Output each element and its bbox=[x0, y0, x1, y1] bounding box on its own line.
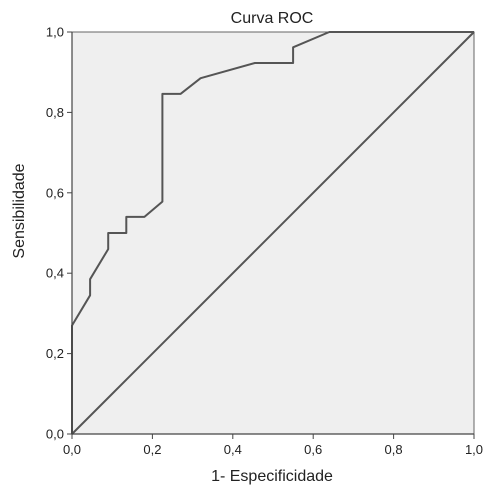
x-tick-label: 0,6 bbox=[304, 442, 322, 457]
y-tick-label: 0,4 bbox=[46, 266, 64, 281]
x-tick-label: 0,0 bbox=[63, 442, 81, 457]
x-axis-title: 1- Especificidade bbox=[211, 468, 333, 485]
y-tick-label: 0,2 bbox=[46, 346, 64, 361]
reference-diagonal-line bbox=[71, 31, 475, 435]
chart-marks bbox=[71, 31, 475, 435]
y-axis-title: Sensibilidade bbox=[11, 163, 28, 258]
x-tick-label: 0,2 bbox=[143, 442, 161, 457]
x-tick-label: 1,0 bbox=[465, 442, 483, 457]
y-tick-label: 0,8 bbox=[46, 105, 64, 120]
x-tick-label: 0,8 bbox=[385, 442, 403, 457]
y-tick-label: 1,0 bbox=[46, 25, 64, 40]
y-tick-label: 0,0 bbox=[46, 427, 64, 442]
y-tick-label: 0,6 bbox=[46, 185, 64, 200]
chart-axes: 0,0 0,2 0,4 0,6 0,8 1,0 0,0 0,2 0,4 0,6 0,8 1,0 bbox=[46, 25, 483, 458]
roc-curve-line bbox=[71, 31, 474, 434]
chart-title: Curva ROC bbox=[231, 10, 314, 27]
x-tick-label: 0,4 bbox=[224, 442, 242, 457]
